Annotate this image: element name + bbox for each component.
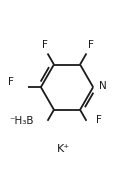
Text: F: F (8, 77, 14, 88)
Text: F: F (96, 115, 101, 125)
Text: F: F (88, 40, 94, 50)
Text: ⁻H₃B: ⁻H₃B (9, 116, 34, 126)
Text: N: N (99, 81, 107, 91)
Text: K⁺: K⁺ (56, 144, 70, 154)
Text: F: F (42, 40, 48, 50)
